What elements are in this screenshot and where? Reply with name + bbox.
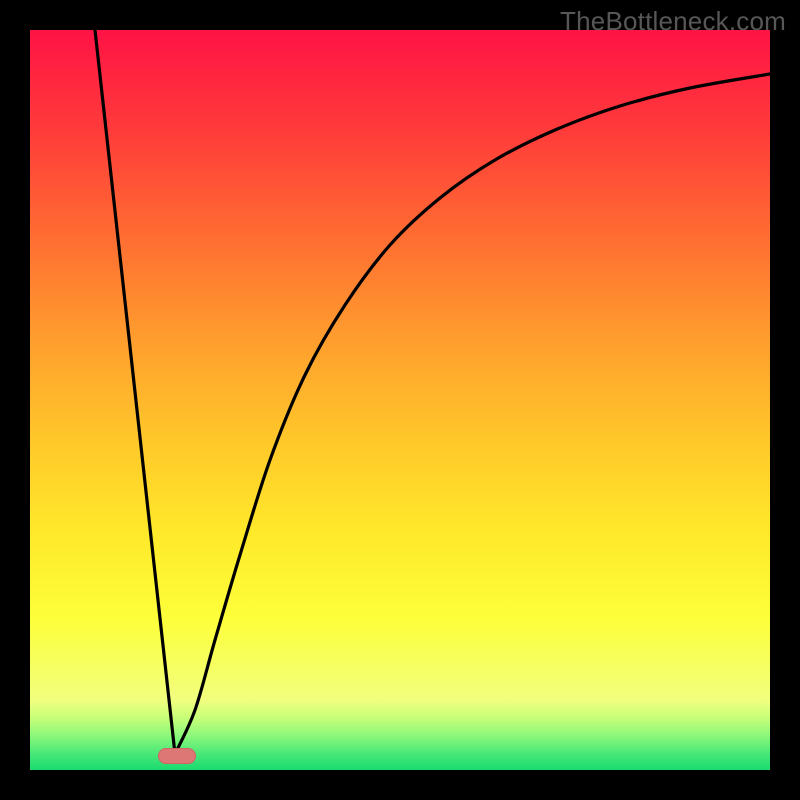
gradient-green-band [30,700,770,770]
watermark-text: TheBottleneck.com [560,6,786,37]
plot-area [30,30,770,770]
gradient-top [30,30,770,700]
chart-frame: TheBottleneck.com [0,0,800,800]
vertex-marker-icon [158,748,196,764]
